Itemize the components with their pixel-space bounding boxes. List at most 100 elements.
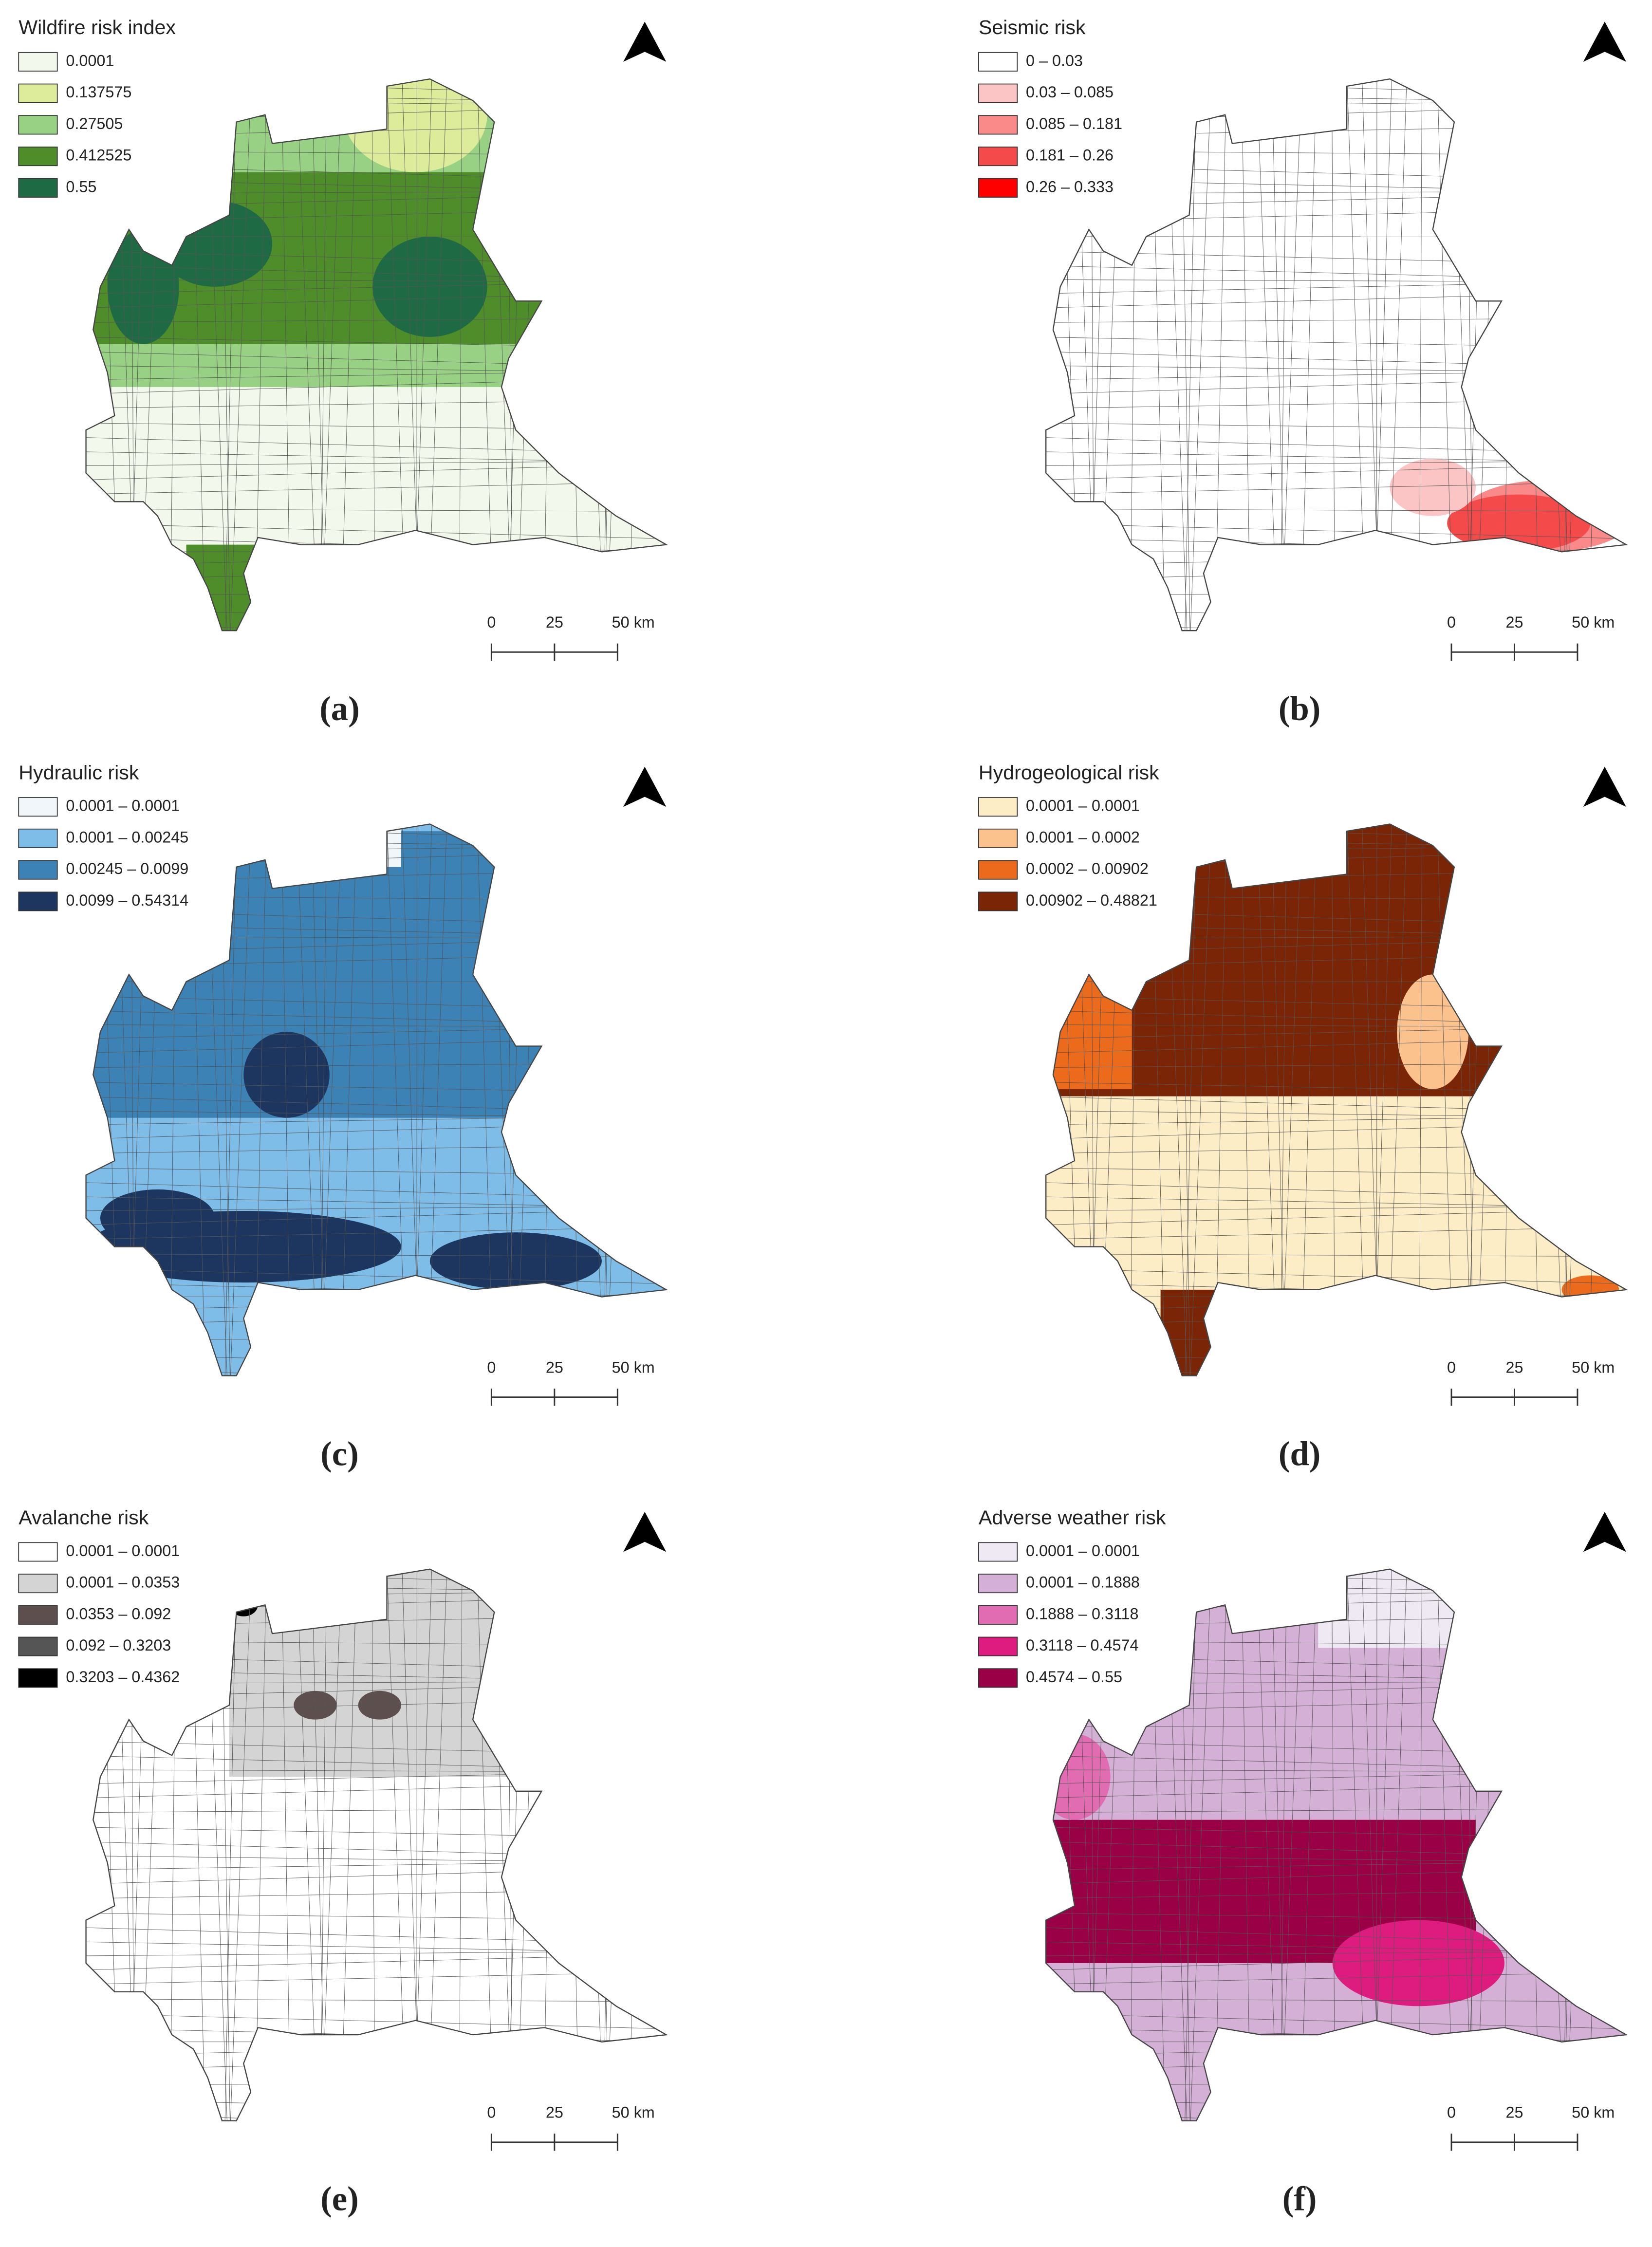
region bbox=[1046, 824, 1627, 1376]
boundary bbox=[72, 638, 673, 642]
legend-label: 0.26 – 0.333 bbox=[1026, 178, 1114, 195]
boundary bbox=[86, 79, 667, 96]
legend-swatch bbox=[978, 828, 1018, 848]
legend-swatch bbox=[978, 178, 1018, 198]
boundary bbox=[86, 508, 667, 512]
region bbox=[372, 236, 487, 337]
boundary bbox=[1566, 79, 1588, 631]
boundary bbox=[86, 564, 667, 581]
boundary bbox=[86, 2013, 667, 2029]
map bbox=[86, 1569, 667, 2121]
boundary bbox=[606, 1569, 628, 2121]
boundary bbox=[1046, 1354, 1627, 1368]
legend-title: Seismic risk bbox=[979, 16, 1086, 38]
legend-swatch bbox=[18, 1542, 58, 1562]
scale-label: 0 bbox=[1447, 613, 1456, 631]
boundary bbox=[1633, 72, 1652, 645]
scale-label: 25 bbox=[1505, 1358, 1523, 1376]
legend-label: 0.0001 – 0.0001 bbox=[66, 797, 180, 815]
boundary bbox=[86, 93, 667, 103]
boundary bbox=[1046, 508, 1627, 512]
boundary bbox=[1527, 824, 1540, 1376]
region bbox=[243, 1032, 330, 1118]
legend-swatch bbox=[18, 797, 58, 817]
boundary bbox=[1184, 1569, 1197, 2121]
region bbox=[1046, 1734, 1111, 1820]
boundary bbox=[1046, 1590, 1627, 1598]
boundary bbox=[657, 1569, 665, 2121]
boundary bbox=[86, 523, 667, 539]
region bbox=[429, 1232, 602, 1290]
legend-swatch bbox=[18, 1636, 58, 1656]
legend-swatch bbox=[978, 797, 1018, 817]
scale-label: 50 km bbox=[612, 1358, 655, 1376]
boundary bbox=[1566, 1569, 1588, 2121]
boundary bbox=[567, 79, 580, 631]
boundary bbox=[628, 824, 643, 1376]
boundary bbox=[597, 79, 609, 631]
scale-label: 25 bbox=[546, 2103, 563, 2121]
boundary bbox=[507, 824, 523, 1376]
caption: (f) bbox=[1282, 2180, 1317, 2218]
boundary bbox=[673, 817, 694, 1390]
legend-swatch bbox=[18, 147, 58, 167]
boundary bbox=[1046, 2013, 1627, 2029]
legend-label: 0.3118 – 0.4574 bbox=[1026, 1636, 1139, 1654]
north-arrow bbox=[1583, 1511, 1627, 1552]
panel: Adverse weather risk 0.0001 – 0.0001 0.000… bbox=[978, 1506, 1628, 2218]
legend-label: 0.0001 – 0.00245 bbox=[66, 828, 188, 846]
boundary bbox=[86, 1337, 667, 1340]
panel: Seismic risk 0 – 0.03 0.03 – 0.085 0.085 – … bbox=[978, 16, 1652, 728]
map bbox=[86, 817, 694, 1390]
boundary bbox=[1046, 523, 1627, 539]
north-arrow bbox=[623, 21, 667, 62]
boundary bbox=[86, 1296, 667, 1312]
legend-swatch bbox=[18, 891, 58, 911]
legend-label: 0.0001 – 0.0001 bbox=[1026, 797, 1140, 815]
boundary bbox=[1588, 1569, 1603, 2121]
boundary bbox=[516, 824, 538, 1376]
boundary bbox=[606, 79, 628, 631]
legend-label: 0.27505 bbox=[66, 115, 123, 132]
panel: Wildfire risk index 0.0001 0.137575 0.27505… bbox=[18, 16, 673, 728]
boundary bbox=[597, 1569, 609, 2121]
scale-label: 25 bbox=[546, 613, 563, 631]
boundary bbox=[1046, 1268, 1627, 1284]
region bbox=[358, 1690, 401, 1720]
legend-swatch bbox=[18, 1605, 58, 1625]
region-outline bbox=[1045, 78, 1628, 631]
boundary bbox=[86, 2099, 667, 2113]
legend-label: 0.0001 bbox=[66, 52, 114, 69]
boundary bbox=[1503, 824, 1513, 1376]
boundary bbox=[224, 824, 237, 1376]
legend-swatch bbox=[18, 860, 58, 880]
legend-swatch bbox=[18, 52, 58, 72]
boundary bbox=[657, 79, 665, 631]
region bbox=[1390, 459, 1476, 516]
legend-swatch bbox=[978, 83, 1018, 103]
legend-label: 0.00245 – 0.0099 bbox=[66, 860, 188, 877]
boundary bbox=[1046, 592, 1627, 595]
legend-title: Hydraulic risk bbox=[19, 761, 139, 783]
region-outline bbox=[85, 823, 668, 1376]
boundary bbox=[507, 79, 523, 631]
boundary bbox=[86, 609, 667, 623]
boundary bbox=[86, 2055, 667, 2071]
boundary bbox=[1046, 1296, 1627, 1312]
boundary bbox=[543, 824, 553, 1376]
legend-label: 0 – 0.03 bbox=[1026, 52, 1083, 69]
legend-swatch bbox=[18, 1668, 58, 1688]
boundary bbox=[1046, 845, 1627, 853]
region bbox=[86, 1569, 667, 2121]
boundary bbox=[1189, 79, 1212, 631]
boundary bbox=[1467, 79, 1483, 631]
boundary bbox=[603, 824, 613, 1376]
boundary bbox=[1557, 79, 1569, 631]
boundary bbox=[1046, 1368, 1627, 1376]
boundary bbox=[1046, 93, 1627, 103]
boundary bbox=[1046, 1253, 1627, 1257]
legend-label: 0.0001 – 0.0353 bbox=[66, 1574, 180, 1591]
boundary bbox=[1563, 1569, 1573, 2121]
boundary bbox=[86, 2082, 667, 2085]
legend-label: 0.0001 – 0.0001 bbox=[66, 1542, 180, 1560]
